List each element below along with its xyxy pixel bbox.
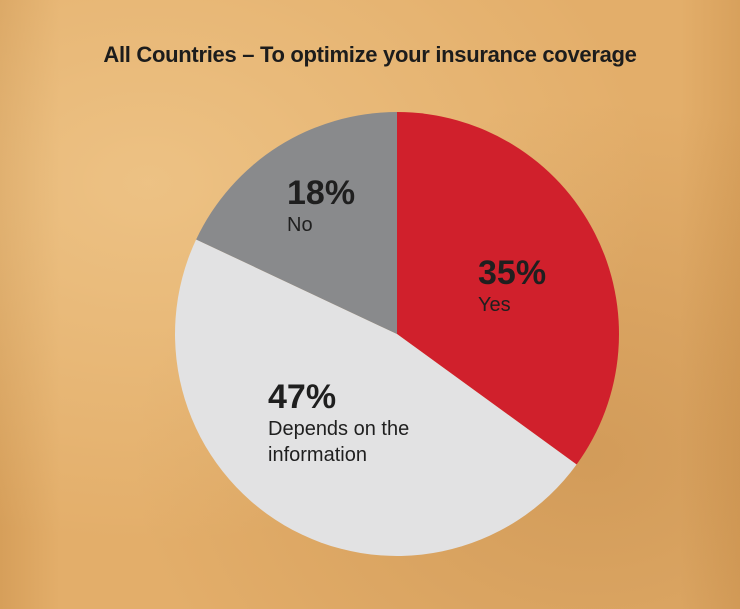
pie-labels: 35%Yes 47%Depends on the information 18%No [268, 174, 546, 466]
chart-title: All Countries – To optimize your insuran… [103, 42, 637, 67]
slice-category-label: Depends on the [268, 418, 409, 440]
slice-value-label: 47% [268, 378, 336, 416]
slice-category-label: No [287, 214, 313, 236]
pie-slice-yes [397, 112, 619, 465]
pie-slices [175, 111, 619, 556]
slice-category-label: Yes [478, 294, 511, 316]
slice-value-label: 18% [287, 174, 355, 212]
pie-slice-no [196, 111, 397, 334]
pie-slice-depends-on-the-information [175, 239, 577, 556]
slice-value-label: 35% [478, 254, 546, 292]
slice-category-label: information [268, 444, 367, 466]
